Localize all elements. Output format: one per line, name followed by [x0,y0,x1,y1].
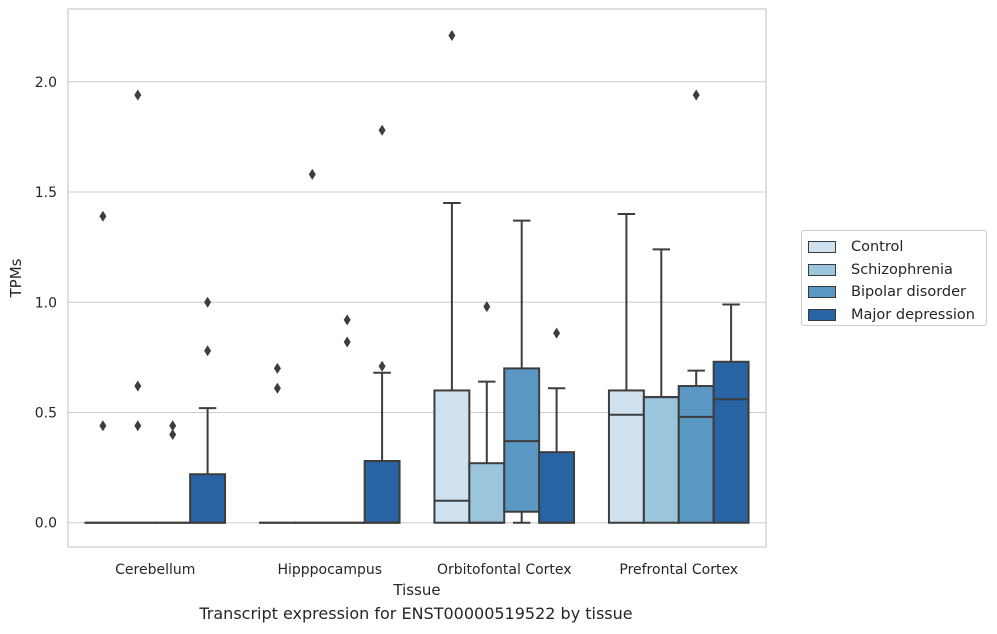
box-hipppocampus-control [258,362,296,524]
outlier-cerebellum-bipolar-disorder-1 [169,429,177,441]
outlier-cerebellum-control-0 [99,210,107,222]
box-body-cerebellum-major-depression [189,473,227,524]
box-orbitofontal-cortex-major-depression [538,327,576,524]
box-orbitofontal-cortex-control [433,29,471,524]
y-tick-labels: 0.0 0.5 1.0 1.5 2.0 [35,75,57,532]
legend-item-major-depression: Major depression [808,304,986,327]
outlier-orbitofontal-cortex-schizophrenia-0 [483,301,491,313]
legend-label-control: Control [851,239,904,256]
box-prefrontal-cortex-major-depression [712,303,750,524]
box-prefrontal-cortex-schizophrenia [642,248,680,524]
outlier-cerebellum-major-depression-1 [204,345,212,357]
legend-swatch-bipolar-disorder [808,286,836,299]
legend-item-schizophrenia: Schizophrenia [808,259,986,282]
y-tick-0-5: 0.5 [35,406,57,422]
x-tick-orbitofontal-cortex: Orbitofontal Cortex [437,562,572,578]
legend-swatch-major-depression [808,308,836,321]
box-cerebellum-major-depression [189,296,227,524]
outlier-hipppocampus-bipolar-disorder-0 [343,314,351,326]
outlier-orbitofontal-cortex-control-0 [448,29,456,41]
box-hipppocampus-major-depression [363,124,401,524]
outlier-hipppocampus-major-depression-1 [378,360,386,372]
outlier-hipppocampus-major-depression-0 [378,124,386,136]
legend: Control Schizophrenia Bipolar disorder M… [801,230,987,326]
outlier-cerebellum-schizophrenia-2 [134,420,142,432]
legend-item-control: Control [808,236,986,259]
box-body-orbitofontal-cortex-bipolar-disorder [503,367,541,513]
box-orbitofontal-cortex-bipolar-disorder [503,219,541,524]
box-prefrontal-cortex-bipolar-disorder [677,89,715,524]
y-tick-1-5: 1.5 [35,185,57,201]
y-tick-1-0: 1.0 [35,295,57,311]
x-axis-label: Tissue [392,581,440,599]
box-body-prefrontal-cortex-major-depression [712,360,750,524]
box-groups [84,29,750,524]
legend-swatch-schizophrenia [808,263,836,276]
box-hipppocampus-bipolar-disorder [328,314,366,524]
box-prefrontal-cortex-control [607,213,645,524]
legend-label-bipolar-disorder: Bipolar disorder [851,284,966,301]
y-axis-label: TPMs [7,258,25,298]
x-tick-prefrontal-cortex: Prefrontal Cortex [619,562,738,578]
box-body-orbitofontal-cortex-schizophrenia [468,462,506,524]
outlier-prefrontal-cortex-bipolar-disorder-0 [692,89,700,101]
legend-label-major-depression: Major depression [851,306,975,323]
box-orbitofontal-cortex-schizophrenia [468,301,506,524]
box-body-orbitofontal-cortex-major-depression [538,451,576,524]
outlier-cerebellum-schizophrenia-0 [134,89,142,101]
box-hipppocampus-schizophrenia [293,168,331,524]
x-tick-labels: Cerebellum Hipppocampus Orbitofontal Corte… [115,562,738,578]
x-tick-cerebellum: Cerebellum [115,562,195,578]
box-cerebellum-control [84,210,122,524]
outlier-cerebellum-major-depression-0 [204,296,212,308]
outlier-hipppocampus-control-1 [273,382,281,394]
box-body-prefrontal-cortex-control [607,389,645,524]
box-body-prefrontal-cortex-schizophrenia [642,396,680,524]
outlier-hipppocampus-schizophrenia-0 [308,168,316,180]
outlier-orbitofontal-cortex-major-depression-0 [553,327,561,339]
legend-swatch-control [808,241,836,254]
y-tick-2-0: 2.0 [35,75,57,91]
y-tick-0-0: 0.0 [35,516,57,532]
outlier-hipppocampus-bipolar-disorder-1 [343,336,351,348]
chart-caption: Transcript expression for ENST0000051952… [199,604,633,623]
box-cerebellum-schizophrenia [119,89,157,524]
x-tick-hipppocampus: Hipppocampus [277,562,382,578]
legend-label-schizophrenia: Schizophrenia [851,261,953,278]
box-body-hipppocampus-major-depression [363,460,401,524]
outlier-cerebellum-schizophrenia-1 [134,380,142,392]
box-body-prefrontal-cortex-bipolar-disorder [677,385,715,524]
outlier-cerebellum-bipolar-disorder-0 [169,420,177,432]
plot-frame [67,8,767,548]
outlier-hipppocampus-control-0 [273,362,281,374]
legend-item-bipolar-disorder: Bipolar disorder [808,281,986,304]
box-cerebellum-bipolar-disorder [154,420,192,524]
box-body-orbitofontal-cortex-control [433,389,471,524]
outlier-cerebellum-control-1 [99,420,107,432]
